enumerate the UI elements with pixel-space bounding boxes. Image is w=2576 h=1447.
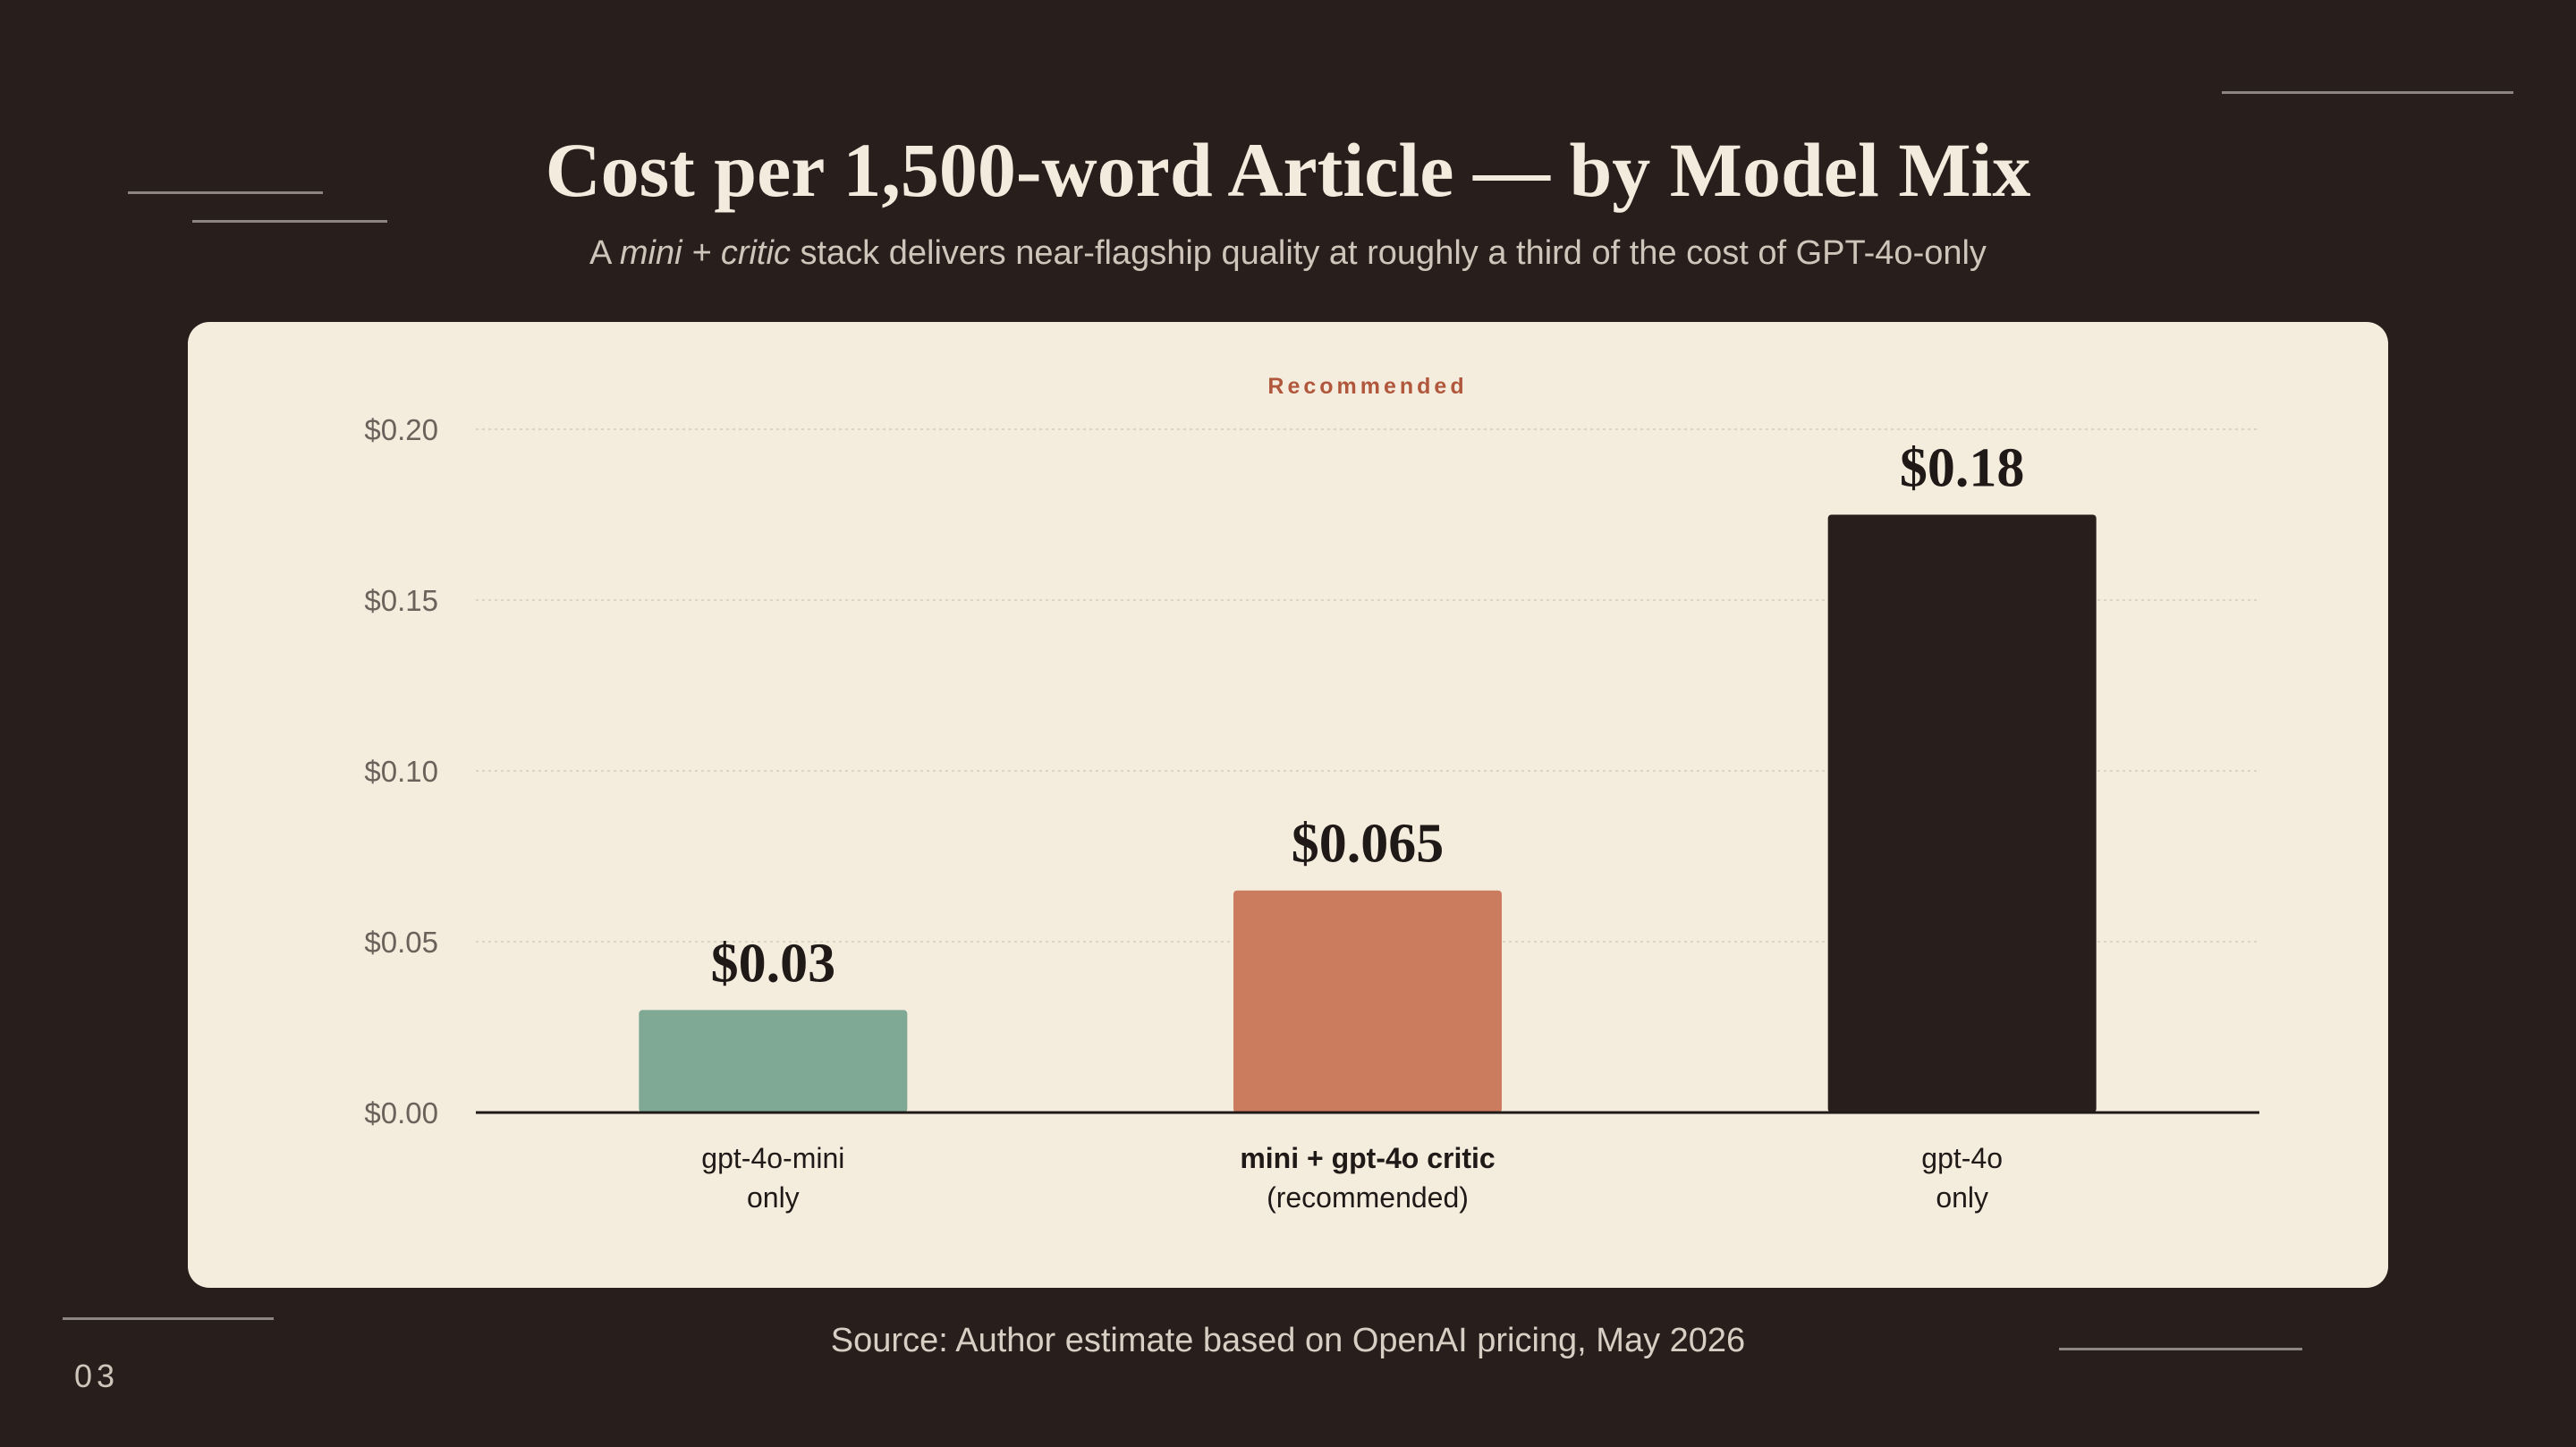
y-tick-label: $0.00 [364,1096,438,1130]
decorative-line [128,191,323,194]
category-label: mini + gpt-4o critic [1240,1142,1495,1174]
bar [639,1010,908,1113]
bar-value-label: $0.03 [711,933,836,994]
bar-value-label: $0.18 [1900,438,2025,499]
bar [1233,890,1502,1113]
category-label: only [1936,1181,1988,1214]
decorative-line [2222,91,2513,94]
page-subtitle: A mini + critic stack delivers near-flag… [0,234,2576,273]
y-tick-label: $0.15 [364,584,438,617]
subtitle-prefix: A [589,234,620,272]
category-label: gpt-4o [1921,1142,2003,1174]
category-label: gpt-4o-mini [701,1142,844,1174]
bar-value-label: $0.065 [1292,814,1445,875]
bar-chart: $0.00 $0.05 $0.10 $0.15 $0.20 Recommended $0.0… [364,374,2259,1214]
recommended-annotation: Recommended [1267,374,1467,399]
category-label: only [747,1181,800,1214]
chart-card: $0.00 $0.05 $0.10 $0.15 $0.20 Recommended $0.0… [188,322,2388,1288]
y-tick-label: $0.10 [364,755,438,788]
subtitle-emphasis: mini + critic [619,234,791,272]
page-title: Cost per 1,500-word Article — by Model M… [545,127,2031,213]
decorative-line [192,220,387,223]
decorative-line [2059,1348,2302,1350]
decorative-line [63,1317,274,1320]
category-label: (recommended) [1267,1181,1469,1214]
y-tick-label: $0.20 [364,413,438,446]
page-number: 03 [74,1358,120,1394]
subtitle-suffix: stack delivers near-flagship quality at … [790,234,1987,272]
y-tick-label: $0.05 [364,926,438,959]
bar [1827,514,2097,1113]
source-note: Source: Author estimate based on OpenAI … [830,1322,1746,1359]
